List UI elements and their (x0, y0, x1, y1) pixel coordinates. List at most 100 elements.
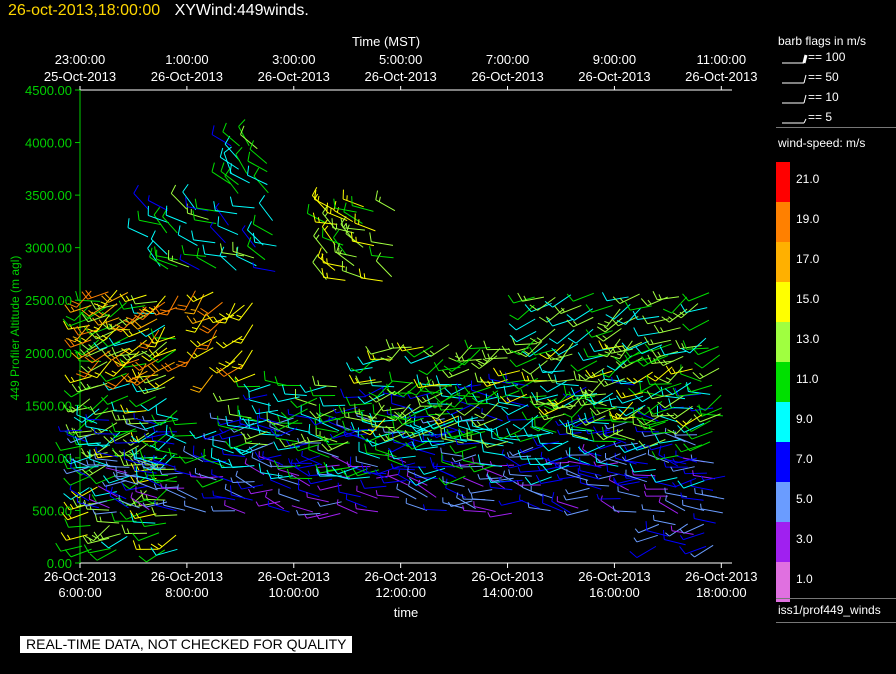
wind-barb-half-feather (563, 495, 567, 501)
wind-barb (231, 349, 253, 370)
wind-barb (626, 371, 653, 385)
wind-barb (345, 494, 367, 508)
wind-barb-half-feather (540, 451, 543, 458)
wind-barb (63, 320, 90, 330)
wind-barb-feather (252, 232, 256, 243)
wind-barb-feather (335, 243, 340, 253)
wind-barb-shaft (247, 160, 268, 173)
wind-barb-shaft (370, 347, 393, 355)
wind-barb-half-feather (363, 273, 366, 279)
wind-barb (184, 500, 206, 513)
wind-barb-shaft (115, 428, 136, 438)
wind-barb (138, 374, 166, 384)
wind-barb-feather (85, 535, 94, 542)
wind-barb-feather (142, 308, 152, 314)
wind-barb-shaft (572, 425, 595, 432)
wind-barb-shaft (66, 467, 88, 475)
wind-barb (369, 412, 396, 423)
wind-barb-feather (73, 428, 79, 438)
wind-barb-half-feather (296, 509, 299, 516)
wind-barb (81, 313, 110, 323)
wind-barb-shaft (114, 410, 137, 413)
wind-barb-half-feather (201, 434, 206, 440)
wind-barb (130, 430, 158, 443)
wind-barb (341, 261, 364, 279)
wind-barb (508, 469, 532, 477)
wind-barb-feather (343, 407, 346, 418)
wind-barb (391, 463, 415, 471)
wind-barb-shaft (109, 495, 129, 509)
top-tick-time: 11:00:00 (696, 52, 746, 67)
wind-barb-shaft (669, 523, 688, 537)
wind-barb-shaft (96, 549, 117, 561)
wind-barb (431, 415, 459, 425)
wind-barb (80, 306, 108, 319)
wind-barb-feather (614, 344, 623, 352)
wind-barb-feather (65, 315, 75, 322)
wind-barb (161, 361, 189, 372)
wind-barb (518, 494, 540, 509)
wind-barb-shaft (276, 427, 298, 438)
wind-barb-shaft (258, 501, 281, 507)
wind-barb-half-feather (375, 490, 378, 496)
wind-barb-shaft (322, 236, 344, 246)
wind-barb-feather (286, 468, 291, 479)
wind-barb-feather (691, 347, 699, 355)
wind-barb (675, 414, 703, 427)
wind-barb-shaft (165, 488, 186, 499)
wind-barb-half-feather (690, 553, 695, 558)
wind-barb (481, 349, 508, 360)
wind-barb-shaft (566, 386, 587, 398)
wind-barb (683, 441, 711, 452)
wind-barb (667, 418, 692, 435)
wind-barb-feather (468, 463, 475, 473)
wind-barb (74, 327, 100, 344)
wind-barb (149, 349, 177, 363)
wind-barb (274, 428, 299, 443)
wind-barb (372, 404, 396, 420)
wind-barb-feather (337, 404, 344, 414)
wind-barb-feather (350, 368, 360, 374)
wind-barb-feather (89, 476, 97, 485)
wind-barb (378, 402, 405, 412)
barb-flag-label: == 100 (808, 50, 846, 64)
wind-barb (442, 497, 465, 509)
wind-barb-feather (674, 387, 680, 397)
wind-barb-half-feather (596, 444, 601, 450)
wind-barb-shaft (96, 451, 118, 458)
wind-barb-shaft (547, 380, 567, 393)
wind-barb-shaft (204, 437, 227, 443)
wind-barb-feather (481, 442, 484, 452)
wind-barb-shaft (278, 493, 300, 502)
wind-barb-shaft (377, 465, 399, 475)
wind-barb (521, 411, 549, 421)
wind-barb (596, 493, 621, 500)
wind-barb-feather (474, 372, 479, 382)
wind-barb (219, 246, 237, 271)
wind-barb-half-feather (663, 359, 668, 365)
wind-barb-shaft (624, 407, 644, 421)
wind-barb-half-feather (544, 408, 549, 414)
wind-barb (471, 355, 498, 370)
wind-barb-half-feather (432, 462, 435, 468)
wind-barb-shaft (249, 148, 268, 164)
wind-barb-feather (229, 316, 240, 321)
wind-barb-shaft (605, 457, 627, 466)
wind-barb-feather (153, 207, 161, 216)
wind-barb (638, 421, 666, 430)
wind-barb-feather (521, 368, 531, 375)
wind-barb (651, 451, 679, 461)
wind-barb-feather (231, 366, 242, 370)
wind-barb-shaft (675, 457, 697, 464)
wind-barb-shaft (454, 391, 471, 408)
wind-barb-shaft (453, 463, 476, 468)
wind-barb-feather (544, 300, 553, 308)
wind-barb-feather (589, 407, 597, 416)
wind-barb (234, 377, 261, 388)
wind-barb-shaft (343, 227, 365, 231)
wind-barb-feather (483, 423, 491, 432)
wind-barb (201, 492, 226, 499)
wind-barb (185, 313, 207, 333)
wind-barb (554, 304, 582, 314)
wind-barb-half-feather (144, 387, 149, 393)
